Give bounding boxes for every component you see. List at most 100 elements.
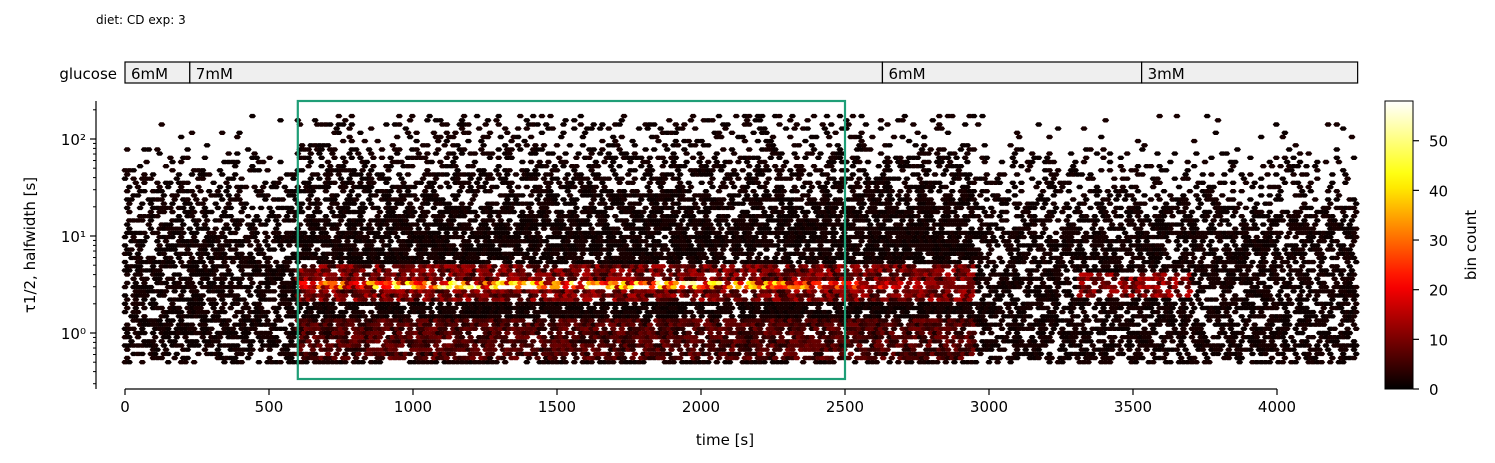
glucose-segments: 6mM 7mM 6mM 3mM	[125, 62, 1358, 83]
hexbin-cell	[1305, 293, 1312, 297]
hexbin-cell	[1068, 310, 1075, 314]
hexbin-cell	[1268, 339, 1275, 343]
hexbin-cell	[1176, 293, 1183, 297]
hexbin-cell	[180, 289, 187, 293]
hexbin-cell	[1117, 348, 1124, 352]
hexbin-cell	[255, 360, 262, 364]
hexbin-cell	[1227, 327, 1234, 331]
hexbin-cell	[983, 281, 990, 285]
hexbin-cell	[1188, 335, 1195, 339]
hexbin-cell	[124, 356, 131, 360]
hexbin-cell	[1014, 348, 1021, 352]
hexbin-cell	[1143, 348, 1150, 352]
hexbin-cell	[1173, 272, 1180, 276]
hexbin-cell	[739, 310, 746, 314]
hexbin-cell	[1338, 272, 1345, 276]
hexbin-cell	[1331, 277, 1338, 281]
hexbin-cell	[210, 306, 217, 310]
hexbin-cell	[258, 348, 265, 352]
hexbin-cell	[852, 360, 859, 364]
hexbin-cell	[692, 293, 699, 297]
hexbin-cell	[1288, 277, 1295, 281]
hexbin-cell	[407, 327, 414, 331]
hexbin-cell	[1096, 297, 1103, 301]
hexbin-cell	[1059, 327, 1066, 331]
hexbin-cell	[1186, 289, 1193, 293]
hexbin-cell	[815, 306, 822, 310]
hexbin-cell	[856, 277, 863, 281]
hexbin-cell	[465, 297, 472, 301]
hexbin-cell	[1011, 318, 1018, 322]
hexbin-cell	[886, 360, 893, 364]
hexbin-cell	[1178, 356, 1185, 360]
hexbin-cell	[288, 272, 295, 276]
hexbin-cell	[1314, 293, 1321, 297]
hexbin-cell	[439, 272, 446, 276]
hexbin-cell	[1026, 281, 1033, 285]
hexbin-cell	[843, 268, 850, 272]
hexbin-cell	[1284, 310, 1291, 314]
hexbin-cell	[1080, 327, 1087, 331]
hexbin-cell	[1219, 293, 1226, 297]
hexbin-cell	[219, 306, 226, 310]
hexbin-cell	[182, 335, 189, 339]
hexbin-cell	[610, 327, 617, 331]
hexbin-cell	[1284, 293, 1291, 297]
hexbin-cell	[1020, 318, 1027, 322]
hexbin-cell	[1072, 327, 1079, 331]
hexbin-cell	[139, 360, 146, 364]
hexbin-cell	[1290, 339, 1297, 343]
glucose-segment-label-2: 6mM	[888, 65, 925, 83]
hexbin-cell	[560, 356, 567, 360]
hexbin-cell	[1141, 327, 1148, 331]
hexbin-cell	[668, 348, 675, 352]
hexbin-cell	[1338, 323, 1345, 327]
hexbin-cell	[936, 314, 943, 318]
hexbin-cell	[162, 348, 169, 352]
hexbin-cell	[690, 297, 697, 301]
hexbin-cell	[562, 285, 569, 289]
hexbin-cell	[1279, 268, 1286, 272]
hexbin-cell	[884, 314, 891, 318]
hexbin-cell	[1296, 293, 1303, 297]
hexbin-cell	[150, 331, 157, 335]
hexbin-cell	[225, 268, 232, 272]
hexbin-cell	[690, 314, 697, 318]
hexbin-cell	[1026, 272, 1033, 276]
hexbin-cell	[901, 339, 908, 343]
hexbin-cell	[1251, 323, 1258, 327]
hexbin-cell	[1353, 302, 1360, 306]
hexbin-cell	[178, 293, 185, 297]
hexbin-cell	[255, 285, 262, 289]
hexbin-cell	[1301, 327, 1308, 331]
hexbin-cell	[1134, 348, 1141, 352]
hexbin-cell	[599, 297, 606, 301]
hexbin-cell	[1320, 306, 1327, 310]
hexbin-cell	[368, 310, 375, 314]
hexbin-cell	[1137, 310, 1144, 314]
hexbin-cell	[1292, 352, 1299, 356]
hexbin-cell	[1059, 310, 1066, 314]
hexbin-cell	[1344, 327, 1351, 331]
hexbin-cell	[1242, 323, 1249, 327]
hexbin-cell	[199, 335, 206, 339]
hexbin-cell	[523, 360, 530, 364]
hexbin-cell	[428, 268, 435, 272]
hexbin-cell	[353, 356, 360, 360]
hexbin-cell	[856, 343, 863, 347]
hexbin-cell	[150, 297, 157, 301]
hexbin-cell	[1201, 352, 1208, 356]
hexbin-cell	[625, 272, 632, 276]
hexbin-cell	[549, 318, 556, 322]
hexbin-cell	[227, 306, 234, 310]
hexbin-cell	[195, 352, 202, 356]
hexbin-cell	[1180, 327, 1187, 331]
hexbin-cell	[1184, 352, 1191, 356]
hexbin-cell	[1275, 293, 1282, 297]
hexbin-cell	[629, 356, 636, 360]
hexbin-cell	[1048, 331, 1055, 335]
hexbin-cell	[1176, 352, 1183, 356]
hexbin-cell	[214, 348, 221, 352]
hexbin-cell	[1227, 318, 1234, 322]
